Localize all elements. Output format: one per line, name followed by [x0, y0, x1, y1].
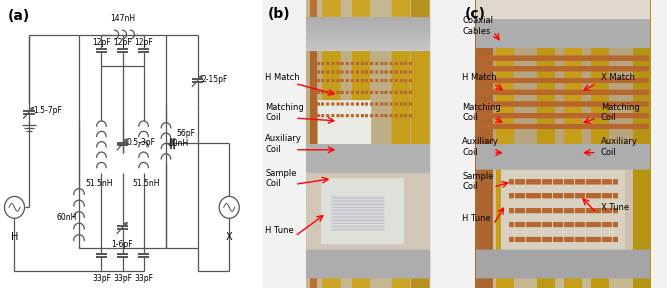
Text: 51.5nH: 51.5nH: [85, 179, 113, 187]
Text: 2-15pF: 2-15pF: [201, 75, 228, 84]
Text: Coaxial
Cables: Coaxial Cables: [462, 16, 494, 36]
Text: Auxiliary
Coil: Auxiliary Coil: [601, 137, 638, 157]
Text: 33pF: 33pF: [113, 274, 132, 283]
Text: X Match: X Match: [601, 73, 635, 82]
Text: Matching
Coil: Matching Coil: [462, 103, 501, 122]
Text: 12pF: 12pF: [134, 38, 153, 47]
Text: H: H: [11, 232, 18, 242]
Text: 1-6pF: 1-6pF: [111, 240, 133, 249]
Text: Sample
Coil: Sample Coil: [462, 172, 494, 191]
Text: 12pF: 12pF: [92, 38, 111, 47]
Text: 51.5nH: 51.5nH: [132, 179, 159, 187]
Text: 0.5-3pF: 0.5-3pF: [127, 138, 155, 147]
Text: Matching
Coil: Matching Coil: [601, 103, 640, 122]
Text: Matching
Coil: Matching Coil: [265, 103, 304, 122]
Text: 56pF: 56pF: [176, 129, 195, 138]
Text: (a): (a): [8, 9, 30, 23]
Text: (b): (b): [267, 7, 290, 21]
Text: 1.5-7pF: 1.5-7pF: [33, 105, 62, 115]
Text: 12pF: 12pF: [113, 38, 132, 47]
Text: Auxiliary
Coil: Auxiliary Coil: [462, 137, 499, 157]
Text: Sample
Coil: Sample Coil: [265, 169, 297, 188]
Text: H Tune: H Tune: [265, 226, 294, 235]
Text: 33pF: 33pF: [134, 274, 153, 283]
Text: Auxiliary
Coil: Auxiliary Coil: [265, 134, 302, 154]
Text: 147nH: 147nH: [110, 14, 135, 23]
Text: H Tune: H Tune: [462, 214, 491, 223]
Text: 60nH: 60nH: [56, 213, 77, 222]
Text: 33pF: 33pF: [92, 274, 111, 283]
Text: X Tune: X Tune: [601, 203, 629, 212]
Text: H Match: H Match: [462, 73, 497, 82]
Text: (c): (c): [464, 7, 486, 21]
Text: 80nH: 80nH: [168, 139, 188, 148]
Text: H Match: H Match: [265, 73, 300, 82]
Text: X: X: [226, 232, 233, 242]
